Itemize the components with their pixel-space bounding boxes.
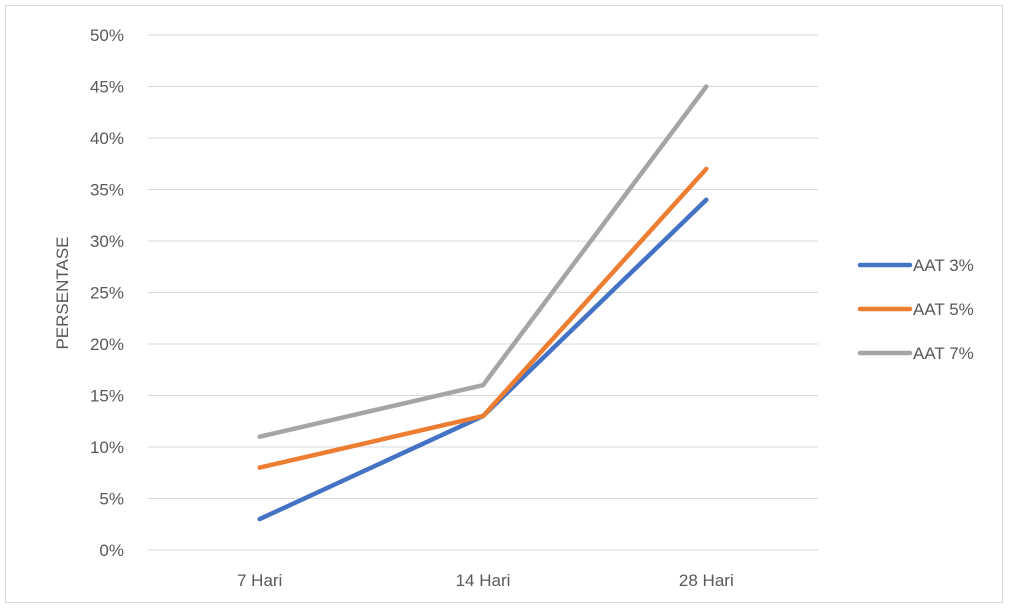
legend-label: AAT 5% [913,300,974,319]
y-tick-label: 10% [90,438,124,457]
y-tick-label: 35% [90,181,124,200]
x-tick-label: 7 Hari [237,571,282,590]
y-tick-label: 0% [99,541,124,560]
series-lines [257,84,709,522]
series-line-3 [257,84,709,439]
y-axis-title: PERSENTASE [53,236,72,349]
legend-label: AAT 3% [913,256,974,275]
series-line-2 [257,166,709,470]
series-line-1 [257,197,709,522]
y-tick-label: 45% [90,78,124,97]
y-tick-label: 50% [90,26,124,45]
y-tick-label: 20% [90,335,124,354]
legend-label: AAT 7% [913,344,974,363]
x-axis-ticks: 7 Hari 14 Hari 28 Hari [237,571,734,590]
y-tick-label: 5% [99,490,124,509]
y-axis-ticks: 0% 5% 10% 15% 20% 25% 30% 35% 40% 45% 50% [90,26,124,560]
legend: AAT 3% AAT 5% AAT 7% [857,256,974,363]
x-tick-label: 28 Hari [679,571,734,590]
y-tick-label: 40% [90,129,124,148]
y-tick-label: 15% [90,387,124,406]
gridlines [148,34,818,551]
y-tick-label: 30% [90,232,124,251]
y-tick-label: 25% [90,284,124,303]
x-tick-label: 14 Hari [456,571,511,590]
chart-frame [5,5,1003,603]
